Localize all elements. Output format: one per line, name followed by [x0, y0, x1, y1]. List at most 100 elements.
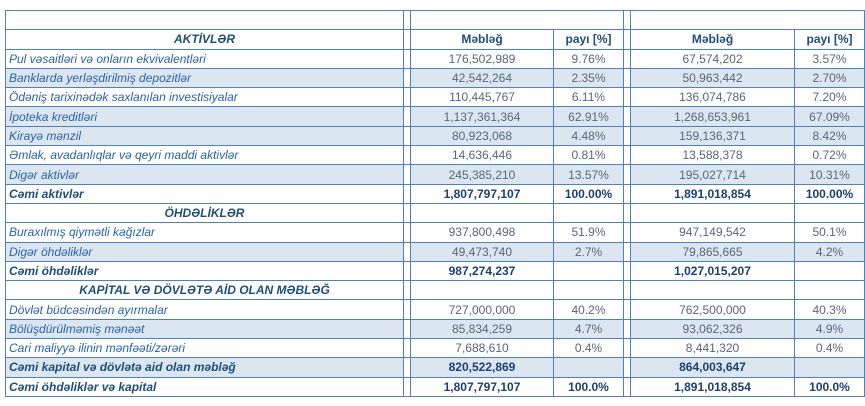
- amount-2021-cell: 159,136,371: [630, 125, 795, 147]
- section-header-liabilities: ÖHDƏLİKLƏR: [5, 202, 404, 224]
- table-row: Buraxılmış qiymətli kağızlar 937,800,498…: [5, 222, 865, 243]
- amount-2020-cell: 727,000,000: [410, 299, 554, 320]
- amount-2021-cell: 947,149,542: [630, 222, 795, 243]
- share-2021-cell: 10.31%: [794, 164, 865, 185]
- amount-2020-cell: 987,274,237: [410, 260, 554, 282]
- column-gap: [623, 9, 631, 31]
- column-gap: [623, 29, 631, 50]
- share-2021-header: payı [%]: [794, 29, 865, 50]
- amount-2020-cell: 937,800,498: [410, 222, 554, 243]
- table-row: Digər öhdəliklər 49,473,740 2.7% 79,865,…: [5, 241, 865, 262]
- amount-2021-cell: 762,500,000: [630, 299, 795, 320]
- share-2020-cell: 0.81%: [553, 145, 624, 166]
- year-2021-header: 2021 II rüb: [630, 9, 865, 31]
- amount-2020-cell: 1,807,797,107: [410, 183, 554, 204]
- table-row-total-liabilities: Cəmi öhdəliklər 987,274,237 1,027,015,20…: [5, 260, 865, 282]
- row-label: Digər aktivlər: [5, 164, 404, 185]
- share-2021-cell: 40.3%: [794, 299, 865, 320]
- row-label: Buraxılmış qiymətli kağızlar: [5, 222, 404, 243]
- row-label: Cari maliyyə ilinin mənfəəti/zərəri: [5, 338, 404, 359]
- share-2020-cell: 13.57%: [553, 164, 624, 185]
- section-header-capital: KAPİTAL VƏ DÖVLƏTƏ AİD OLAN MƏBLƏĞ: [5, 280, 404, 301]
- table-row-grand-total: Cəmi öhdəliklər və kapital 1,807,797,107…: [5, 376, 865, 397]
- amount-2021-cell: 67,574,202: [630, 48, 795, 69]
- share-2020-cell: 6.11%: [553, 87, 624, 108]
- share-2020-cell: 62.91%: [553, 106, 624, 127]
- amount-2020-cell: 1,807,797,107: [410, 376, 554, 397]
- table-row: Bölüşdürülməmiş mənəət 85,834,259 4.7% 9…: [5, 318, 865, 340]
- amount-2020-cell: 7,688,610: [410, 338, 554, 359]
- share-2021-cell: 7.20%: [794, 87, 865, 108]
- table-row: İpoteka kreditləri 1,137,361,364 62.91% …: [5, 106, 865, 127]
- share-2020-cell: [553, 357, 624, 378]
- amount-2021-cell: 864,003,647: [630, 357, 795, 378]
- amount-2021-cell: 93,062,326: [630, 318, 795, 340]
- row-label: Cəmi aktivlər: [5, 183, 404, 204]
- amount-2021-cell: 195,027,714: [630, 164, 795, 185]
- share-2020-cell: 40.2%: [553, 299, 624, 320]
- row-label: Pul vəsaitləri və onların ekvivalentləri: [5, 48, 404, 69]
- row-label: Cəmi kapital və dövlətə aid olan məbləğ: [5, 357, 404, 378]
- share-2020-header: payı [%]: [553, 29, 624, 50]
- amount-2021-cell: 1,268,653,961: [630, 106, 795, 127]
- share-2020-cell: 100.00%: [553, 183, 624, 204]
- amount-2021-cell: 50,963,442: [630, 67, 795, 89]
- share-2021-cell: [794, 260, 865, 282]
- share-2020-cell: 2.7%: [553, 241, 624, 262]
- amount-2020-cell: 80,923,068: [410, 125, 554, 147]
- share-2021-cell: 100.00%: [794, 183, 865, 204]
- share-2021-cell: [794, 357, 865, 378]
- column-gap: [403, 29, 411, 50]
- share-2021-cell: 50.1%: [794, 222, 865, 243]
- share-2020-cell: 100.0%: [553, 376, 624, 397]
- share-2021-cell: 0.4%: [794, 338, 865, 359]
- share-2021-cell: 4.9%: [794, 318, 865, 340]
- table-row: Banklarda yerləşdirilmiş depozitlər 42,5…: [5, 67, 865, 89]
- table-row: Kirayə mənzil 80,923,068 4.48% 159,136,3…: [5, 125, 865, 147]
- share-2020-cell: 4.7%: [553, 318, 624, 340]
- amount-2020-header: Məbləğ: [410, 29, 554, 50]
- table-title: Balans hesabatı: [5, 9, 404, 31]
- share-2020-cell: 51.9%: [553, 222, 624, 243]
- share-2020-cell: 4.48%: [553, 125, 624, 147]
- row-label: Bölüşdürülməmiş mənəət: [5, 318, 404, 340]
- amount-2021-cell: 13,588,378: [630, 145, 795, 166]
- subheader-row: AKTİVLƏR Məbləğ payı [%] Məbləğ payı [%]: [5, 29, 865, 50]
- row-label: Cəmi öhdəliklər və kapital: [5, 376, 404, 397]
- amount-2021-cell: 1,027,015,207: [630, 260, 795, 282]
- amount-2021-cell: 8,441,320: [630, 338, 795, 359]
- amount-2021-cell: 136,074,786: [630, 87, 795, 108]
- balance-sheet-table: Balans hesabatı 2020 2021 II rüb AKTİVLƏ…: [5, 9, 865, 397]
- share-2021-cell: 3.57%: [794, 48, 865, 69]
- row-label: Dövlət büdcəsindən ayırmalar: [5, 299, 404, 320]
- section-header-row: KAPİTAL VƏ DÖVLƏTƏ AİD OLAN MƏBLƏĞ: [5, 280, 865, 301]
- amount-2020-cell: 110,445,767: [410, 87, 554, 108]
- amount-2021-cell: 1,891,018,854: [630, 183, 795, 204]
- amount-2020-cell: 245,385,210: [410, 164, 554, 185]
- share-2021-cell: 67.09%: [794, 106, 865, 127]
- table-row: Digər aktivlər 245,385,210 13.57% 195,02…: [5, 164, 865, 185]
- table-row: Əmlak, avadanlıqlar və qeyri maddi aktiv…: [5, 145, 865, 166]
- amount-2021-cell: 79,865,665: [630, 241, 795, 262]
- share-2021-cell: 100.0%: [794, 376, 865, 397]
- amount-2020-cell: 176,502,989: [410, 48, 554, 69]
- amount-2021-cell: 1,891,018,854: [630, 376, 795, 397]
- amount-2020-cell: 42,542,264: [410, 67, 554, 89]
- table-row-total-assets: Cəmi aktivlər 1,807,797,107 100.00% 1,89…: [5, 183, 865, 204]
- row-label: Kirayə mənzil: [5, 125, 404, 147]
- amount-2020-cell: 1,137,361,364: [410, 106, 554, 127]
- share-2021-cell: 0.72%: [794, 145, 865, 166]
- share-2021-cell: 8.42%: [794, 125, 865, 147]
- share-2021-cell: 4.2%: [794, 241, 865, 262]
- table-row-total-capital: Cəmi kapital və dövlətə aid olan məbləğ …: [5, 357, 865, 378]
- row-label: Cəmi öhdəliklər: [5, 260, 404, 282]
- table-row: Dövlət büdcəsindən ayırmalar 727,000,000…: [5, 299, 865, 320]
- share-2021-cell: 2.70%: [794, 67, 865, 89]
- column-gap: [403, 9, 411, 31]
- share-2020-cell: 2.35%: [553, 67, 624, 89]
- row-label: İpoteka kreditləri: [5, 106, 404, 127]
- amount-2020-cell: 49,473,740: [410, 241, 554, 262]
- row-label: Digər öhdəliklər: [5, 241, 404, 262]
- amount-2021-header: Məbləğ: [630, 29, 795, 50]
- table-row: Cari maliyyə ilinin mənfəəti/zərəri 7,68…: [5, 338, 865, 359]
